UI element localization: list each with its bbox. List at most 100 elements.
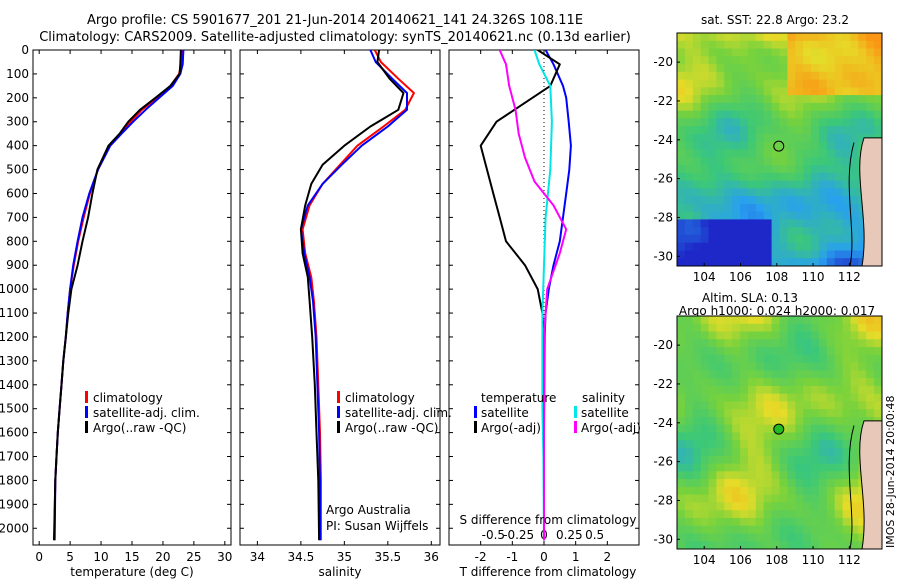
map-cell (684, 401, 694, 410)
map-cell (692, 227, 702, 236)
map-cell (818, 126, 828, 135)
map-cell (732, 432, 741, 441)
map-cell (692, 165, 702, 174)
map-cell (732, 362, 741, 371)
map-cell (724, 172, 733, 182)
map-cell (684, 502, 694, 511)
map-cell (724, 339, 733, 348)
map-cell (818, 79, 828, 88)
map-cell (842, 234, 852, 244)
map-cell (708, 165, 717, 174)
map-cell (748, 455, 757, 465)
map-cell (771, 510, 781, 519)
map-cell (795, 250, 804, 259)
map-cell (795, 354, 804, 364)
map-cell (724, 95, 733, 104)
map-cell (834, 440, 844, 449)
map-cell (874, 95, 882, 104)
map-cell (677, 347, 686, 356)
map-cell (700, 87, 710, 96)
map-cell (700, 79, 710, 88)
map-cell (787, 331, 796, 340)
map-cell (755, 110, 765, 120)
map-cell (787, 316, 796, 325)
map-cell (700, 385, 710, 395)
map-cell (763, 331, 773, 340)
sla-map: 104 106 108 110 112-20-22-24-26-28-30 (653, 316, 882, 567)
map-cell (677, 203, 686, 213)
map-cell (842, 385, 852, 395)
map-cell (708, 401, 717, 410)
map-cell (803, 79, 812, 88)
map-cell (826, 354, 836, 364)
map-cell (724, 517, 733, 527)
map-cell (763, 203, 773, 213)
map-cell (740, 378, 749, 387)
map-cell (724, 56, 733, 65)
x-tick-label: 10 (93, 550, 108, 564)
map-cell (771, 242, 781, 252)
map-cell (874, 40, 882, 50)
map-cell (779, 242, 788, 252)
map-cell (748, 393, 757, 403)
map-cell (700, 33, 710, 42)
map-cell (677, 102, 686, 112)
map-cell (834, 211, 844, 220)
map-cell (740, 354, 749, 364)
map-cell (826, 393, 836, 403)
map-cell (732, 494, 741, 503)
map-cell (795, 211, 804, 220)
map-cell (795, 102, 804, 112)
map-cell (826, 196, 836, 205)
map-cell (732, 40, 741, 50)
map-cell (732, 87, 741, 96)
map-cell (842, 196, 852, 205)
map-cell (677, 126, 686, 135)
map-cell (763, 250, 773, 259)
map-cell (740, 95, 749, 104)
map-cell (748, 126, 757, 135)
map-cell (850, 440, 859, 449)
map-cell (677, 110, 686, 120)
map-cell (692, 533, 702, 542)
map-cell (684, 234, 694, 244)
map-cell (684, 258, 694, 266)
map-cell (724, 219, 733, 228)
map-cell (724, 370, 733, 379)
map-cell (842, 242, 852, 252)
map-cell (842, 110, 852, 120)
map-cell (834, 180, 844, 189)
map-cell (787, 227, 796, 236)
map-cell (763, 471, 773, 480)
lat-tick-label: -24 (653, 133, 673, 147)
map-cell (684, 102, 694, 112)
map-cell (755, 331, 765, 340)
map-cell (724, 87, 733, 96)
map-cell (795, 79, 804, 88)
map-cell (732, 440, 741, 449)
map-cell (842, 502, 852, 511)
map-cell (684, 165, 694, 174)
map-cell (803, 196, 812, 205)
map-cell (771, 541, 781, 549)
map-cell (716, 172, 725, 182)
map-cell (826, 463, 836, 472)
map-cell (779, 479, 788, 488)
map-cell (748, 525, 757, 535)
map-cell (716, 165, 725, 174)
map-cell (748, 339, 757, 348)
map-cell (826, 424, 836, 434)
map-cell (826, 401, 836, 410)
map-cell (677, 401, 686, 410)
map-cell (708, 339, 717, 348)
y-tick-label: 1300 (0, 354, 29, 368)
map-cell (724, 354, 733, 364)
map-cell (732, 79, 741, 88)
map-cell (692, 258, 702, 266)
map-cell (779, 362, 788, 371)
map-cell (771, 533, 781, 542)
map-cell (858, 510, 867, 519)
map-cell (803, 494, 812, 503)
map-cell (684, 417, 694, 426)
map-cell (771, 149, 781, 158)
